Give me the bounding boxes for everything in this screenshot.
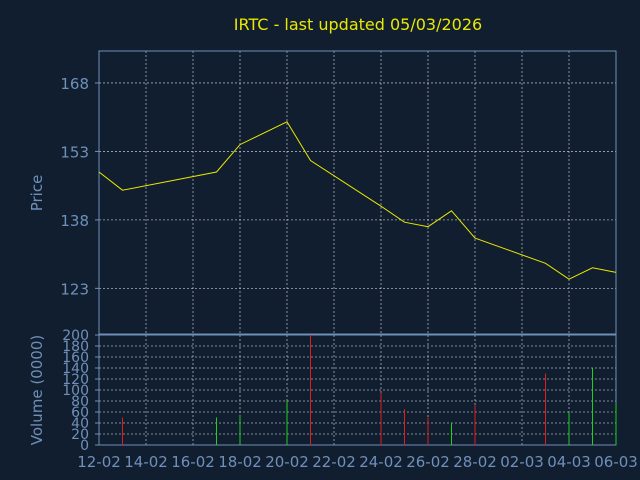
x-tick-label: 24-02 — [359, 453, 403, 471]
x-tick-label: 28-02 — [453, 453, 497, 471]
price-plot-frame — [98, 50, 617, 335]
x-tick-label: 06-03 — [594, 453, 638, 471]
volume-tick-label: 20 — [71, 427, 89, 443]
x-tick-label: 02-03 — [500, 453, 544, 471]
volume-grid — [98, 335, 617, 445]
volume-tick-label: 160 — [62, 350, 89, 366]
x-tick-label: 16-02 — [171, 453, 215, 471]
volume-tick-label: 0 — [80, 438, 89, 454]
price-y-axis: 123 138 153 168 — [60, 75, 99, 298]
price-tick-label: 168 — [60, 75, 89, 93]
volume-tick-label: 60 — [71, 405, 89, 421]
x-tick-label: 12-02 — [77, 453, 121, 471]
price-tick-label: 123 — [60, 280, 89, 298]
volume-tick-label: 80 — [71, 394, 89, 410]
volume-tick-label: 100 — [62, 383, 89, 399]
volume-tick-label: 120 — [62, 372, 89, 388]
volume-bars — [122, 335, 617, 445]
x-tick-label: 04-03 — [547, 453, 591, 471]
volume-axis-label: Volume (0000) — [28, 335, 46, 445]
x-tick-label: 14-02 — [124, 453, 168, 471]
x-tick-label: 26-02 — [406, 453, 450, 471]
x-tick-label: 20-02 — [265, 453, 309, 471]
volume-tick-label: 200 — [62, 328, 89, 344]
x-tick-label: 22-02 — [312, 453, 356, 471]
price-axis-label: Price — [28, 175, 46, 212]
price-grid — [98, 51, 617, 334]
volume-tick-label: 180 — [62, 339, 89, 355]
price-line — [98, 121, 617, 280]
volume-tick-label: 40 — [71, 416, 89, 432]
x-axis: 12-02 14-02 16-02 18-02 20-02 22-02 24-02 26-02… — [77, 453, 638, 471]
price-tick-label: 138 — [60, 212, 89, 230]
chart-title: IRTC - last updated 05/03/2026 — [234, 15, 482, 34]
price-tick-label: 153 — [60, 143, 89, 161]
volume-tick-label: 140 — [62, 361, 89, 377]
x-tick-label: 18-02 — [218, 453, 262, 471]
